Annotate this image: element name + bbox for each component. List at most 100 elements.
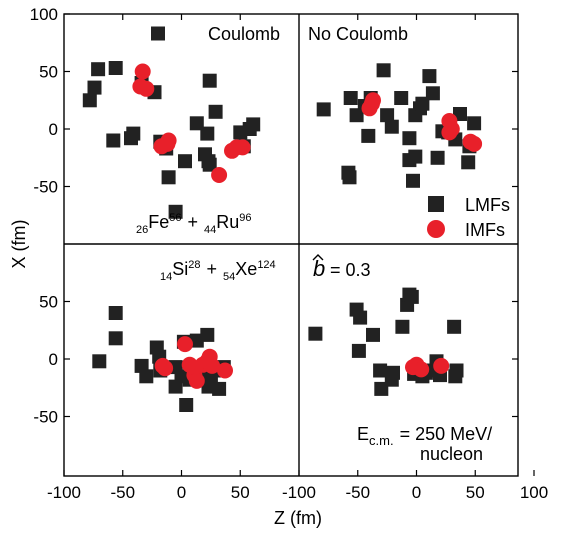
imf-point-top-left-9 (234, 139, 251, 156)
imf-point-top-right-2 (363, 95, 380, 112)
legend-lmf-marker (428, 196, 444, 212)
y-tick-label-top-0: 100 (30, 5, 58, 24)
lmf-point-top-left-10 (161, 170, 176, 185)
legend-imf-marker (427, 220, 445, 238)
lmf-point-bottom-left-0 (92, 354, 107, 369)
lmf-point-top-left-19 (202, 157, 217, 172)
reaction-z2: 54 (223, 271, 235, 283)
x-tick-label-right-1: -50 (345, 483, 370, 502)
lmf-point-top-left-2 (87, 80, 102, 95)
hat-icon (312, 254, 324, 261)
lmf-point-top-left-7 (126, 126, 141, 141)
legend-imf-label: IMFs (465, 220, 505, 240)
reaction-label-fe-ru: 26Fe56 +44Ru96 (136, 212, 252, 236)
lmf-point-bottom-right-6 (373, 363, 388, 378)
x-axis-label: Z (fm) (274, 508, 322, 528)
x-tick-label-left-1: -50 (110, 483, 135, 502)
lmf-point-bottom-right-22 (449, 363, 464, 378)
lmf-point-top-right-6 (361, 128, 376, 143)
imf-point-bottom-right-2 (413, 361, 430, 378)
y-tick-label-top-3: -50 (33, 178, 58, 197)
impact-parameter-label: b = 0.3 (312, 254, 371, 281)
lmf-point-bottom-left-12 (179, 398, 194, 412)
reaction-plus: + (207, 259, 218, 279)
energy-label-line2: nucleon (420, 444, 483, 464)
reaction-sym1: Si (172, 259, 188, 279)
lmf-point-top-right-0 (316, 102, 331, 117)
lmf-point-bottom-left-2 (108, 331, 123, 346)
lmf-point-top-right-19 (422, 69, 437, 84)
lmf-point-top-right-1 (343, 91, 358, 105)
lmf-point-top-right-11 (394, 91, 409, 105)
legend: LMFs IMFs (427, 195, 510, 240)
x-tick-label-left-0: -100 (47, 483, 81, 502)
b-symbol: b (313, 256, 325, 281)
x-tick-label-right-2: 0 (412, 483, 421, 502)
imf-point-bottom-right-3 (433, 357, 450, 374)
x-tick-label-right-4: 100 (520, 483, 548, 502)
imf-point-top-left-0 (134, 63, 151, 80)
lmf-point-bottom-right-8 (386, 365, 400, 380)
lmf-point-top-right-21 (430, 150, 445, 165)
lmf-point-bottom-left-1 (108, 306, 123, 320)
lmf-point-bottom-right-2 (353, 310, 368, 325)
energy-value: = 250 MeV/ (400, 424, 493, 444)
reaction-z2: 44 (204, 224, 216, 236)
plot-frame (63, 13, 519, 477)
reaction-label-si-xe: 14Si28 +54Xe124 (160, 259, 276, 283)
lmf-point-bottom-left-20 (212, 381, 227, 396)
legend-lmf-label: LMFs (465, 195, 510, 215)
lmf-point-top-left-11 (168, 204, 183, 219)
reaction-z1: 26 (136, 224, 148, 236)
imf-point-top-right-5 (441, 124, 458, 141)
imf-point-bottom-left-10 (217, 362, 233, 379)
lmf-point-bottom-right-3 (351, 343, 366, 358)
y-tick-label-bottom-1: 0 (49, 350, 58, 369)
lmf-point-top-left-21 (208, 104, 223, 119)
imf-point-bottom-left-9 (204, 357, 221, 374)
imf-point-top-left-6 (211, 167, 228, 183)
lmf-point-top-left-5 (106, 133, 121, 148)
lmf-point-top-right-26 (461, 155, 476, 170)
lmf-point-top-left-20 (202, 73, 217, 88)
y-axis-label: X (fm) (9, 220, 29, 269)
reaction-sym2: Xe (235, 259, 257, 279)
reaction-sym2: Ru (216, 212, 239, 232)
imf-point-top-right-7 (466, 135, 483, 152)
y-tick-label-bottom-0: 50 (39, 293, 58, 312)
reaction-a2: 124 (257, 259, 275, 271)
x-tick-label-left-2: 0 (177, 483, 186, 502)
imf-point-bottom-left-1 (157, 360, 174, 377)
x-tick-label-right-3: 50 (466, 483, 485, 502)
axis-ticks: -100 -50 0 50 -100 -50 0 50 100 100 50 0 -50 50 0 -50 (30, 5, 549, 502)
x-tick-label-right-0: -100 (282, 483, 316, 502)
imf-point-bottom-left-5 (188, 372, 205, 389)
lmf-point-top-right-28 (467, 116, 482, 131)
imf-point-top-left-2 (138, 80, 155, 97)
reaction-a1: 28 (188, 259, 200, 271)
lmf-point-top-right-8 (376, 63, 391, 78)
energy-prefix: E (357, 424, 369, 444)
reaction-a1: 56 (169, 212, 181, 224)
b-value: = 0.3 (330, 260, 371, 280)
lmf-point-top-left-14 (178, 154, 192, 169)
lmf-point-top-left-4 (108, 61, 123, 75)
data-marks (82, 26, 483, 412)
imf-point-top-left-5 (160, 132, 177, 149)
lmf-point-top-right-10 (384, 119, 399, 134)
lmf-point-bottom-right-9 (395, 319, 410, 334)
lmf-point-bottom-left-17 (200, 327, 215, 342)
lmf-point-top-right-3 (342, 170, 357, 185)
lmf-point-top-left-0 (151, 26, 165, 41)
y-tick-label-top-1: 50 (39, 63, 58, 82)
lmf-point-top-right-15 (408, 149, 423, 164)
lmf-point-top-left-3 (91, 62, 106, 77)
lmf-point-top-right-20 (425, 86, 440, 101)
reaction-a2: 96 (239, 212, 251, 224)
lmf-point-bottom-right-12 (404, 289, 419, 304)
reaction-z1: 14 (160, 271, 172, 283)
lmf-point-top-right-12 (402, 131, 417, 146)
y-tick-label-top-2: 0 (49, 120, 58, 139)
panel-label-coulomb: Coulomb (208, 24, 280, 44)
